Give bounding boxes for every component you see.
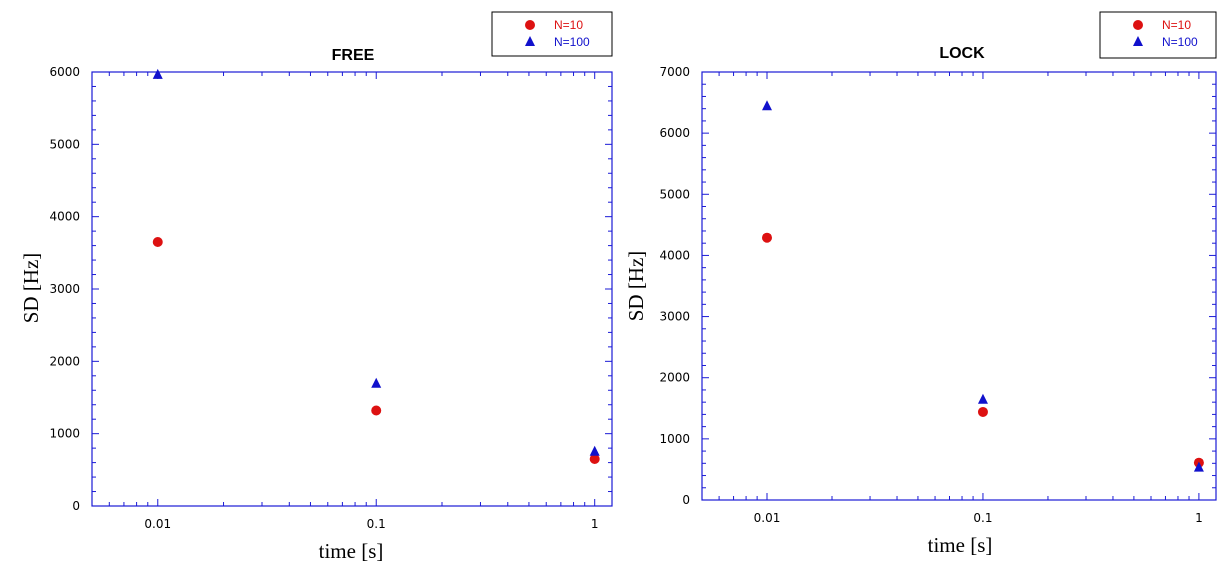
y-tick-label: 3000 — [49, 282, 80, 296]
legend-marker — [525, 20, 535, 30]
data-point — [371, 405, 382, 416]
x-tick-label: 0.1 — [973, 511, 992, 525]
y-tick-label: 6000 — [49, 65, 80, 79]
x-tick-label: 0.01 — [754, 511, 781, 525]
data-point — [762, 232, 773, 243]
chart-title: LOCK — [939, 45, 985, 62]
y-tick-label: 0 — [72, 499, 80, 513]
y-tick-label: 6000 — [659, 126, 690, 140]
x-tick-label: 0.1 — [367, 517, 386, 531]
data-point — [152, 236, 163, 247]
legend-box — [1099, 11, 1217, 59]
legend-box — [491, 11, 613, 57]
x-axis-label: time [s] — [928, 533, 993, 557]
y-tick-label: 5000 — [49, 137, 80, 151]
y-tick-label: 0 — [682, 493, 690, 507]
y-tick-label: 4000 — [659, 248, 690, 262]
plot-frame — [701, 71, 1217, 501]
data-point — [977, 393, 988, 404]
y-tick-label: 2000 — [49, 354, 80, 368]
y-axis-label: SD [Hz] — [19, 253, 43, 324]
legend-marker — [525, 36, 535, 46]
y-tick-label: 5000 — [659, 187, 690, 201]
y-tick-label: 4000 — [49, 210, 80, 224]
data-point — [152, 68, 163, 79]
chart-title: FREE — [332, 47, 375, 64]
y-axis-label: SD [Hz] — [624, 251, 648, 322]
data-point — [589, 445, 600, 456]
data-point — [371, 377, 382, 388]
data-point — [589, 453, 600, 464]
data-point — [762, 100, 773, 111]
x-tick-label: 1 — [1195, 511, 1203, 525]
data-point — [1193, 461, 1204, 472]
chart-lock: LOCK time [s] SD [Hz] 0 1000 2000 3000 4000 5… — [624, 11, 1217, 557]
legend-label: N=10 — [554, 18, 583, 32]
x-tick-label: 1 — [591, 517, 599, 531]
y-tick-label: 3000 — [659, 310, 690, 324]
plot-frame — [91, 71, 613, 507]
x-axis-label: time [s] — [319, 539, 384, 563]
legend-marker — [1133, 20, 1143, 30]
y-tick-label: 7000 — [659, 65, 690, 79]
legend-label: N=100 — [554, 35, 590, 49]
legend-label: N=10 — [1162, 18, 1191, 32]
x-tick-label: 0.01 — [144, 517, 171, 531]
chart-free: FREE time [s] SD [Hz] 0 1000 2000 3000 4000 5… — [19, 11, 613, 563]
y-tick-label: 2000 — [659, 371, 690, 385]
y-tick-label: 1000 — [659, 432, 690, 446]
legend-marker — [1133, 36, 1143, 46]
data-point — [977, 406, 988, 417]
legend-label: N=100 — [1162, 35, 1198, 49]
y-tick-label: 1000 — [49, 427, 80, 441]
